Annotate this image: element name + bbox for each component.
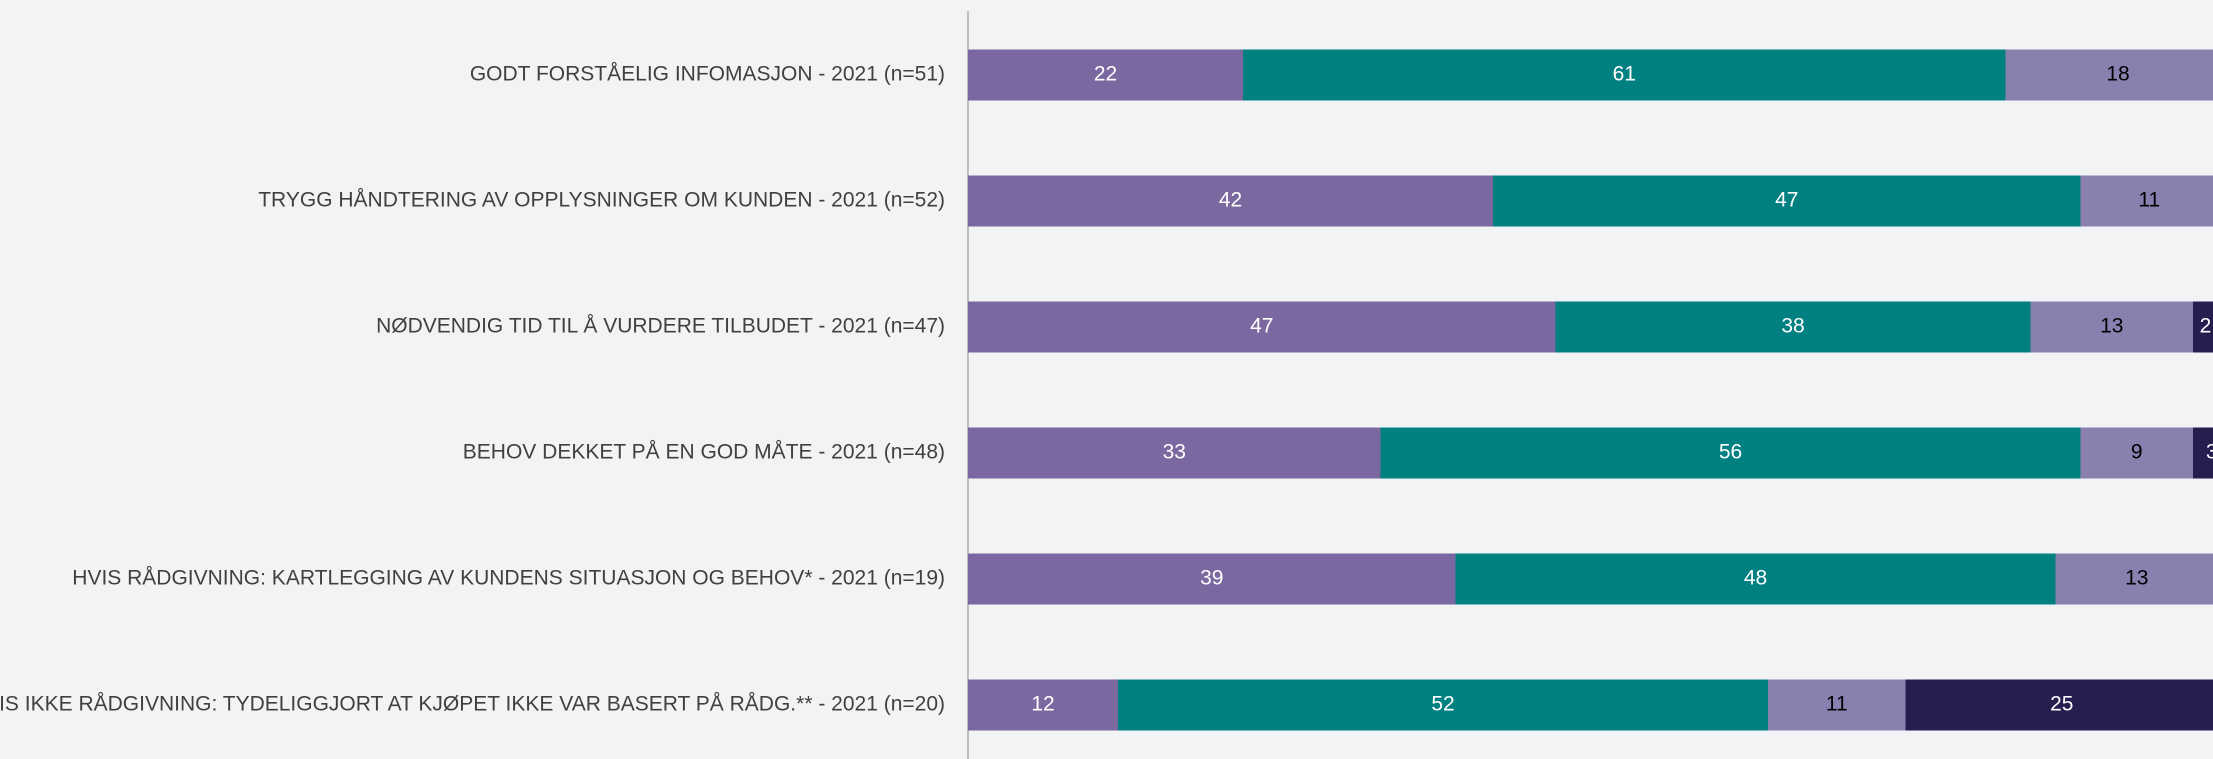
bar-segment xyxy=(968,301,1556,353)
bar-segment xyxy=(1905,679,2213,731)
bar-segment xyxy=(1455,553,2056,605)
bar-segment xyxy=(2030,301,2193,353)
data-label: 47 xyxy=(1250,315,1273,338)
data-label: 3 xyxy=(2206,441,2213,464)
category-label: GODT FORSTÅELIG INFOMASJON - 2021 (n=51) xyxy=(470,63,945,86)
data-label: 18 xyxy=(2106,63,2129,86)
data-label: 13 xyxy=(2125,567,2148,590)
bar-segment xyxy=(2080,427,2193,479)
bar-segment xyxy=(968,679,1118,731)
data-label: 52 xyxy=(1431,693,1454,716)
data-label: 61 xyxy=(1613,63,1636,86)
bar-segment xyxy=(968,427,1381,479)
data-label: 9 xyxy=(2131,441,2143,464)
bar-segment xyxy=(2005,49,2213,101)
data-label: 56 xyxy=(1719,441,1742,464)
bar-segment xyxy=(2080,175,2213,227)
bar-segment xyxy=(1118,679,1768,731)
data-label: 11 xyxy=(2138,189,2160,212)
bar-segment xyxy=(1493,175,2081,227)
data-label: 25 xyxy=(2050,693,2073,716)
category-label: NØDVENDIG TID TIL Å VURDERE TILBUDET - 2… xyxy=(376,315,945,338)
category-label: BEHOV DEKKET PÅ EN GOD MÅTE - 2021 (n=48… xyxy=(463,441,945,464)
bar-segment xyxy=(1555,301,2031,353)
bar-segment xyxy=(968,553,1456,605)
data-label: 42 xyxy=(1219,189,1242,212)
category-label: TRYGG HÅNDTERING AV OPPLYSNINGER OM KUND… xyxy=(258,189,945,212)
data-label: 38 xyxy=(1781,315,1804,338)
bar-segment xyxy=(968,175,1493,227)
data-label: 22 xyxy=(1094,63,1117,86)
data-label: 13 xyxy=(2100,315,2123,338)
bar-segment xyxy=(1380,427,2081,479)
data-label: 48 xyxy=(1744,567,1767,590)
data-label: 47 xyxy=(1775,189,1798,212)
category-label: HVIS RÅDGIVNING: KARTLEGGING AV KUNDENS … xyxy=(72,567,945,590)
data-label: 33 xyxy=(1163,441,1186,464)
bar-segment xyxy=(2193,301,2213,353)
category-label: HVIS IKKE RÅDGIVNING: TYDELIGGJORT AT KJ… xyxy=(0,693,945,716)
bar-segment xyxy=(1768,679,1906,731)
data-label: 39 xyxy=(1200,567,1223,590)
bar-segment xyxy=(2055,553,2213,605)
bar-segment xyxy=(2193,427,2213,479)
data-label: 11 xyxy=(1826,693,1848,716)
bar-segment xyxy=(1243,49,2006,101)
data-label: 12 xyxy=(1031,693,1054,716)
bar-segment xyxy=(968,49,1243,101)
data-label: 2 xyxy=(2200,315,2212,338)
